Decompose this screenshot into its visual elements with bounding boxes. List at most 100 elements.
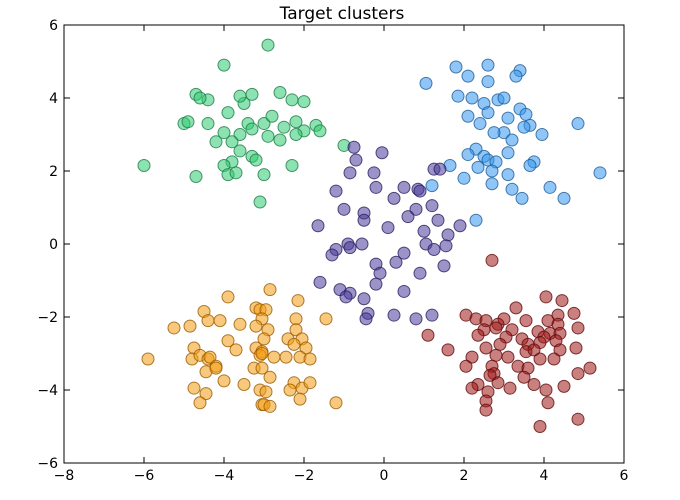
data-point bbox=[255, 347, 269, 360]
data-point bbox=[273, 133, 287, 147]
data-point bbox=[509, 69, 523, 83]
data-point bbox=[303, 352, 317, 366]
data-point bbox=[225, 135, 239, 149]
data-point bbox=[381, 221, 395, 235]
data-point bbox=[233, 144, 247, 158]
data-point bbox=[209, 361, 223, 375]
data-point bbox=[201, 314, 215, 328]
data-point bbox=[217, 58, 231, 72]
data-point bbox=[485, 177, 499, 191]
data-point bbox=[533, 420, 547, 433]
y-tick-label: 6 bbox=[49, 18, 58, 34]
data-point bbox=[389, 255, 403, 269]
data-point bbox=[339, 290, 353, 304]
data-point bbox=[413, 184, 427, 198]
data-point bbox=[465, 381, 479, 395]
data-point bbox=[311, 219, 325, 233]
data-point bbox=[453, 219, 467, 233]
chart-title: Target clusters bbox=[279, 4, 405, 24]
data-point bbox=[505, 133, 519, 147]
data-point bbox=[193, 396, 207, 410]
data-point bbox=[419, 76, 433, 90]
data-point bbox=[217, 374, 231, 388]
data-point bbox=[461, 148, 475, 162]
y-tick-label: 4 bbox=[49, 91, 58, 107]
data-point bbox=[375, 146, 389, 160]
data-point bbox=[433, 162, 447, 176]
data-point bbox=[571, 321, 585, 335]
x-tick-label: −4 bbox=[214, 468, 235, 484]
data-point bbox=[459, 359, 473, 373]
data-point bbox=[481, 106, 495, 120]
data-point bbox=[485, 164, 499, 178]
data-point bbox=[465, 350, 479, 364]
data-point bbox=[189, 169, 203, 183]
data-point bbox=[501, 111, 515, 125]
data-point bbox=[285, 93, 299, 107]
data-point bbox=[193, 91, 207, 105]
data-point bbox=[539, 290, 553, 304]
data-point bbox=[461, 69, 475, 83]
data-point bbox=[253, 195, 267, 209]
data-point bbox=[489, 348, 503, 362]
data-point bbox=[201, 117, 215, 131]
data-point bbox=[303, 376, 317, 390]
data-point bbox=[369, 180, 383, 194]
data-point bbox=[291, 294, 305, 308]
data-point bbox=[329, 184, 343, 198]
y-tick-label: −4 bbox=[37, 383, 58, 399]
data-point bbox=[343, 166, 357, 180]
plot-frame bbox=[63, 24, 625, 464]
data-point bbox=[229, 343, 243, 357]
data-point bbox=[199, 387, 213, 401]
data-point bbox=[421, 328, 435, 342]
data-point bbox=[233, 317, 247, 331]
data-point bbox=[461, 109, 475, 123]
data-point bbox=[501, 168, 515, 182]
data-point bbox=[357, 213, 371, 227]
data-point bbox=[481, 58, 495, 72]
data-point bbox=[465, 91, 479, 105]
data-point bbox=[473, 117, 487, 131]
data-point bbox=[289, 312, 303, 326]
data-point bbox=[263, 399, 277, 413]
data-point bbox=[497, 91, 511, 105]
data-point bbox=[471, 160, 485, 174]
data-point bbox=[517, 370, 531, 384]
data-point bbox=[451, 89, 465, 103]
data-point bbox=[137, 159, 151, 173]
data-point bbox=[503, 381, 517, 395]
data-point bbox=[533, 352, 547, 366]
data-point bbox=[427, 242, 441, 256]
data-point bbox=[249, 153, 263, 167]
data-point bbox=[265, 109, 279, 123]
data-point bbox=[479, 403, 493, 417]
data-point bbox=[481, 75, 495, 89]
data-point bbox=[337, 202, 351, 216]
data-point bbox=[229, 166, 243, 180]
data-point bbox=[347, 140, 361, 154]
data-point bbox=[425, 308, 439, 322]
data-point bbox=[259, 385, 273, 399]
data-point bbox=[369, 277, 383, 291]
data-point bbox=[571, 412, 585, 426]
data-point bbox=[523, 159, 537, 173]
data-point bbox=[287, 337, 301, 351]
data-point bbox=[539, 383, 553, 397]
data-point bbox=[183, 319, 197, 333]
x-tick-label: −2 bbox=[294, 468, 315, 484]
data-point bbox=[409, 312, 423, 326]
data-point bbox=[325, 248, 339, 262]
data-point bbox=[397, 246, 411, 260]
data-point bbox=[289, 128, 303, 141]
data-point bbox=[567, 306, 581, 320]
data-point bbox=[557, 191, 571, 205]
data-point bbox=[367, 166, 381, 180]
data-point bbox=[373, 266, 387, 280]
data-point bbox=[233, 89, 247, 103]
data-point bbox=[483, 368, 497, 382]
data-point bbox=[449, 60, 463, 74]
data-point bbox=[203, 350, 217, 364]
y-tick-label: 2 bbox=[49, 164, 58, 180]
data-point bbox=[221, 106, 235, 120]
